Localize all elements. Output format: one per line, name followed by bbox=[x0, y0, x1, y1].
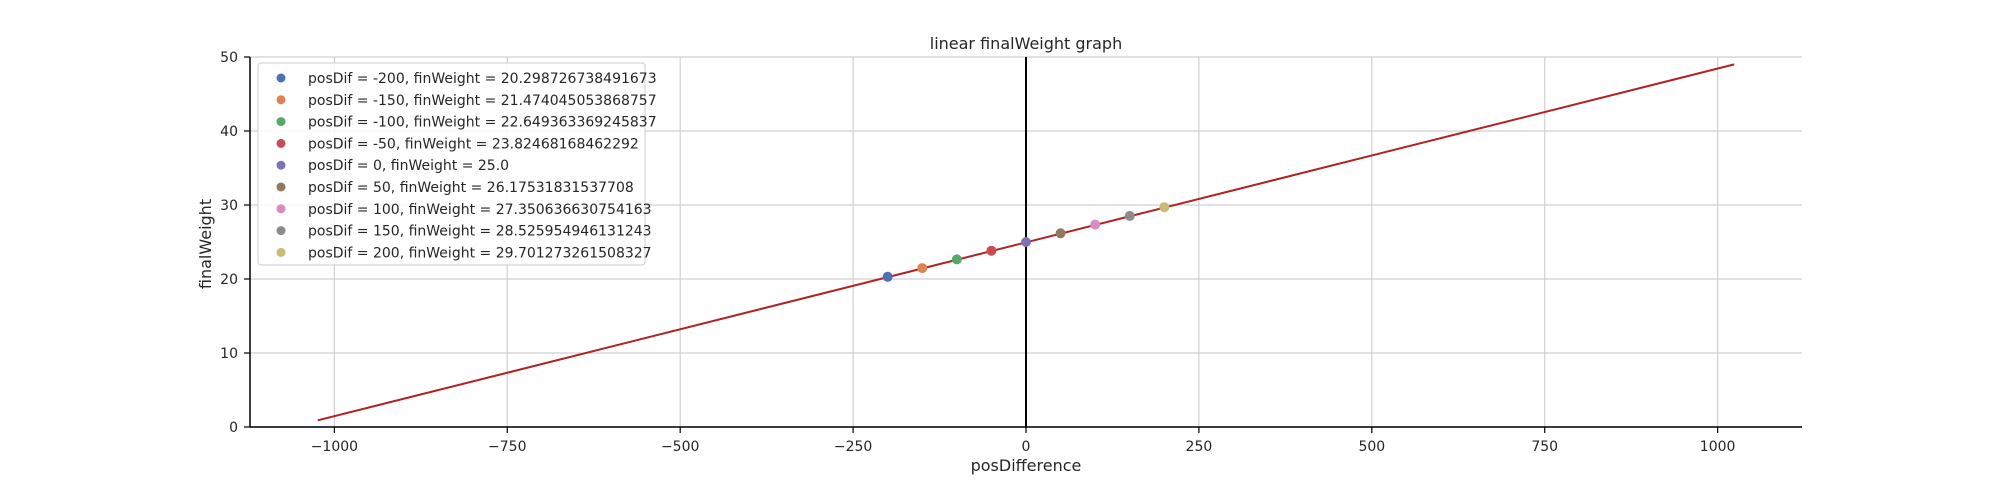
data-point-9 bbox=[1159, 202, 1170, 213]
legend-marker-6 bbox=[276, 182, 286, 192]
data-point-5 bbox=[1021, 237, 1031, 247]
y-tick-label: 30 bbox=[220, 198, 238, 214]
x-tick-label: 1000 bbox=[1700, 439, 1736, 455]
chart-title: linear finalWeight graph bbox=[930, 34, 1122, 53]
data-point-8 bbox=[1124, 210, 1135, 221]
legend-entry-2: posDif = -150, finWeight = 21.4740450538… bbox=[308, 93, 657, 109]
x-tick-label: 750 bbox=[1531, 439, 1558, 455]
legend-box bbox=[257, 62, 646, 266]
legend-marker-7 bbox=[276, 204, 286, 214]
x-tick-label: −250 bbox=[834, 439, 872, 455]
legend-entry-1: posDif = -200, finWeight = 20.2987267384… bbox=[308, 71, 657, 87]
x-tick-label: 500 bbox=[1358, 439, 1385, 455]
x-tick-label: 250 bbox=[1186, 439, 1213, 455]
legend-entry-5: posDif = 0, finWeight = 25.0 bbox=[308, 158, 509, 174]
legend-marker-5 bbox=[276, 160, 286, 170]
y-tick-label: 50 bbox=[220, 50, 238, 66]
data-point-3 bbox=[951, 254, 962, 265]
legend-marker-1 bbox=[276, 73, 286, 83]
data-point-1 bbox=[882, 271, 893, 282]
x-tick-label: −750 bbox=[488, 439, 526, 455]
y-tick-label: 10 bbox=[220, 346, 238, 362]
legend: posDif = -200, finWeight = 20.2987267384… bbox=[257, 62, 657, 266]
legend-entry-4: posDif = -50, finWeight = 23.82468168462… bbox=[308, 136, 639, 152]
x-axis-ticks: −1000 −750 −500 −250 0 250 500 750 1000 bbox=[311, 427, 1736, 455]
y-tick-label: 0 bbox=[229, 420, 238, 436]
legend-marker-4 bbox=[276, 138, 286, 148]
y-axis-label: finalWeight bbox=[196, 199, 215, 289]
legend-marker-9 bbox=[276, 247, 286, 257]
y-tick-label: 40 bbox=[220, 124, 238, 140]
y-tick-label: 20 bbox=[220, 272, 238, 288]
data-point-2 bbox=[917, 263, 928, 274]
x-tick-label: −500 bbox=[661, 439, 699, 455]
legend-marker-3 bbox=[276, 117, 286, 127]
x-tick-label: −1000 bbox=[311, 439, 358, 455]
legend-marker-8 bbox=[276, 226, 286, 236]
data-point-7 bbox=[1090, 219, 1101, 230]
legend-entry-9: posDif = 200, finWeight = 29.70127326150… bbox=[308, 245, 652, 261]
legend-entry-3: posDif = -100, finWeight = 22.6493633692… bbox=[308, 115, 657, 131]
data-point-4 bbox=[986, 245, 997, 256]
legend-entry-6: posDif = 50, finWeight = 26.175318315377… bbox=[308, 180, 634, 196]
y-axis-ticks: 0 10 20 30 40 50 bbox=[220, 50, 250, 436]
data-point-6 bbox=[1055, 228, 1066, 239]
x-axis-label: posDifference bbox=[971, 456, 1082, 475]
legend-entry-8: posDif = 150, finWeight = 28.52595494613… bbox=[308, 224, 652, 240]
data-points bbox=[882, 202, 1170, 282]
x-tick-label: 0 bbox=[1022, 439, 1031, 455]
legend-entry-7: posDif = 100, finWeight = 27.35063663075… bbox=[308, 202, 652, 218]
legend-marker-2 bbox=[276, 95, 286, 105]
